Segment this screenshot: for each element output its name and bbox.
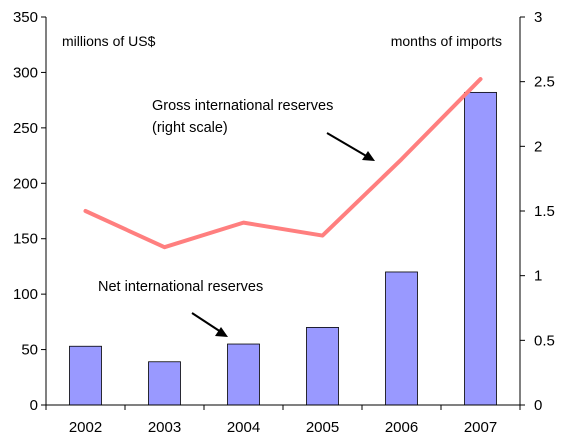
x-tick-label-2004: 2004 bbox=[227, 419, 260, 436]
gross-reserves-line bbox=[83, 77, 483, 250]
x-tick-label-2002: 2002 bbox=[69, 419, 102, 436]
bar-2005 bbox=[306, 326, 339, 406]
left-tick-label-100: 100 bbox=[13, 286, 38, 303]
left-tick-label-200: 200 bbox=[13, 175, 38, 192]
left-tick-label-300: 300 bbox=[13, 64, 38, 81]
right-tick-label-0: 0 bbox=[534, 397, 542, 414]
x-tick-label-2005: 2005 bbox=[306, 419, 339, 436]
right-tick-label-2: 2 bbox=[534, 138, 542, 155]
x-tick-label-2007: 2007 bbox=[464, 419, 497, 436]
net-arrow bbox=[191, 312, 228, 337]
gross-reserves-annotation: Gross international reserves bbox=[152, 98, 333, 114]
bar-2004 bbox=[227, 343, 260, 406]
left-axis-unit-label: millions of US$ bbox=[62, 33, 156, 49]
bar-2007 bbox=[464, 91, 497, 406]
net-reserves-annotation: Net international reserves bbox=[98, 279, 263, 295]
right-axis-unit-label: months of imports bbox=[391, 33, 502, 49]
bar-2003 bbox=[148, 361, 181, 406]
right-tick-label-2.5: 2.5 bbox=[534, 74, 555, 91]
left-tick-label-50: 50 bbox=[21, 342, 38, 359]
line-series bbox=[83, 77, 483, 250]
right-tick-label-1.5: 1.5 bbox=[534, 203, 555, 220]
left-tick-label-0: 0 bbox=[30, 397, 38, 414]
bar-series bbox=[69, 91, 497, 406]
gross-arrow bbox=[326, 132, 375, 161]
bar-2006 bbox=[385, 271, 418, 406]
right-tick-label-1: 1 bbox=[534, 268, 542, 285]
left-tick-label-250: 250 bbox=[13, 120, 38, 137]
x-tick-label-2006: 2006 bbox=[385, 419, 418, 436]
axes bbox=[41, 16, 525, 410]
right-tick-label-3: 3 bbox=[534, 9, 542, 26]
gross-reserves-annotation-scale: (right scale) bbox=[152, 120, 228, 136]
right-tick-label-0.5: 0.5 bbox=[534, 332, 555, 349]
tick-labels: 0 50 100 150 200 250 300 350 0 0.5 1 1.5 2 2.5 3 2002 20… bbox=[13, 9, 555, 436]
bar-2002 bbox=[69, 345, 102, 406]
x-tick-label-2003: 2003 bbox=[148, 419, 181, 436]
left-tick-label-350: 350 bbox=[13, 9, 38, 26]
left-tick-label-150: 150 bbox=[13, 231, 38, 248]
